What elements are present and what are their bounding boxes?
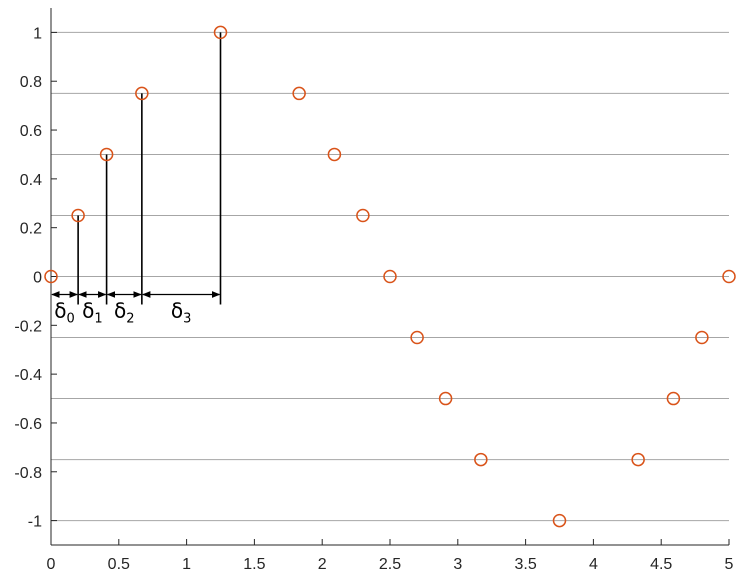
- y-tick-label: -0.8: [14, 465, 42, 482]
- data-point: [327, 147, 342, 162]
- data-point: [666, 391, 681, 406]
- delta-label: δ3: [171, 299, 192, 327]
- data-point: [135, 86, 149, 101]
- delta-symbol: δ: [54, 299, 66, 323]
- y-tick-label: 0.4: [20, 172, 42, 189]
- y-tick-label: -1: [28, 514, 42, 531]
- x-tick-label: 4: [589, 556, 598, 573]
- delta-label: δ1: [82, 299, 103, 327]
- x-tick-label: 4.5: [650, 556, 672, 573]
- data-point: [552, 513, 567, 528]
- delta-annotations: δ0 δ1 δ2 δ3: [51, 291, 221, 327]
- data-point: [99, 147, 114, 162]
- tick-labels: 0 0.5 1 1.5 2 2.5 3 3.5 4 4.5 5 1 0.8 0.6 0.4 0.2 0 -0.2 -…: [14, 25, 733, 573]
- x-tick-label: 0: [47, 556, 56, 573]
- x-tick-label: 1: [182, 556, 191, 573]
- y-tick-label: 0.8: [20, 74, 42, 91]
- data-point: [438, 391, 453, 406]
- delta-label: δ0: [54, 299, 75, 327]
- data-point: [356, 208, 370, 223]
- data-point: [695, 330, 709, 345]
- data-point: [410, 330, 424, 345]
- y-tick-label: 0.2: [20, 221, 42, 238]
- data-point: [722, 269, 736, 284]
- delta-subscript: 0: [67, 312, 75, 327]
- x-tick-label: 2.5: [379, 556, 401, 573]
- delta-symbol: δ: [114, 299, 126, 323]
- delta-symbol: δ: [82, 299, 94, 323]
- delta-subscript: 3: [183, 312, 191, 327]
- data-point: [71, 208, 85, 223]
- delta-subscript: 2: [126, 312, 134, 327]
- x-tick-label: 2: [318, 556, 327, 573]
- data-point: [383, 269, 397, 284]
- data-point: [474, 452, 488, 467]
- delta-label: δ2: [114, 299, 135, 327]
- delta-subscript: 1: [94, 312, 102, 327]
- axes: [50, 8, 730, 546]
- y-tick-label: 1: [33, 25, 42, 42]
- y-tick-label: 0.6: [20, 123, 42, 140]
- gridlines: [51, 31, 729, 522]
- x-tick-label: 3: [453, 556, 462, 573]
- x-tick-label: 3.5: [514, 556, 536, 573]
- data-point: [292, 86, 306, 101]
- stems: [77, 32, 222, 305]
- data-point: [213, 25, 228, 40]
- y-tick-label: 0: [33, 270, 42, 287]
- y-tick-label: -0.2: [14, 318, 42, 335]
- x-tick-label: 1.5: [243, 556, 265, 573]
- y-tick-label: -0.4: [14, 367, 42, 384]
- delta-symbol: δ: [171, 299, 183, 323]
- data-point: [44, 269, 58, 284]
- data-point: [631, 452, 645, 467]
- data-points: [44, 25, 736, 528]
- y-tick-label: -0.6: [14, 416, 42, 433]
- x-tick-label: 0.5: [108, 556, 130, 573]
- x-tick-label: 5: [725, 556, 734, 573]
